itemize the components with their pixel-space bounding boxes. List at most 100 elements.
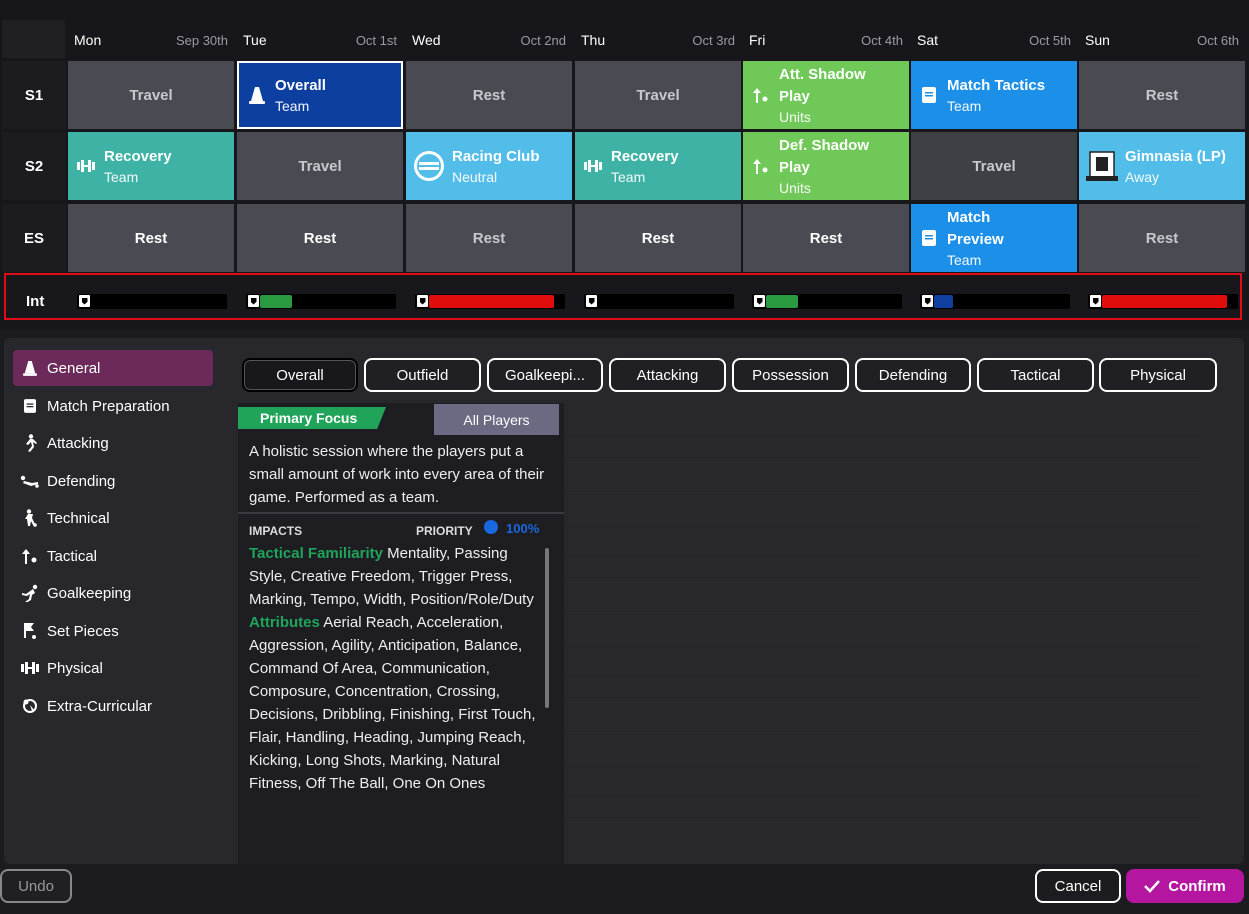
session-title: Rest bbox=[809, 229, 843, 247]
undo-button[interactable]: Undo bbox=[0, 869, 72, 903]
session-cell[interactable]: Rest bbox=[237, 204, 403, 272]
day-name: Wed bbox=[412, 32, 441, 48]
day-date: Oct 4th bbox=[861, 33, 903, 48]
day-date: Sep 30th bbox=[175, 33, 228, 48]
category-label: General bbox=[47, 359, 101, 377]
session-subtitle: Team bbox=[275, 97, 310, 114]
category-label: Defending bbox=[47, 472, 116, 490]
session-cell[interactable]: Rest bbox=[1079, 61, 1245, 129]
day-header-thu: Thu Oct 3rd bbox=[575, 28, 741, 52]
category-set-pieces[interactable]: Set Pieces bbox=[13, 613, 213, 649]
intensity-bar[interactable] bbox=[415, 294, 565, 309]
session-cell[interactable]: Travel bbox=[68, 61, 234, 129]
flag-icon bbox=[754, 295, 765, 307]
tab-physical[interactable]: Physical bbox=[1099, 358, 1217, 392]
day-header-mon: Mon Sep 30th bbox=[68, 28, 234, 52]
tab-tactical[interactable]: Tactical bbox=[977, 358, 1094, 392]
intensity-bar[interactable] bbox=[584, 294, 734, 309]
match-cell[interactable]: Gimnasia (LP) Away bbox=[1079, 132, 1245, 200]
session-cell[interactable]: Rest bbox=[1079, 204, 1245, 272]
flag-icon bbox=[1090, 295, 1101, 307]
session-title: Rest bbox=[303, 229, 337, 247]
category-match-preparation[interactable]: Match Preparation bbox=[13, 388, 213, 424]
category-goalkeeping[interactable]: Goalkeeping bbox=[13, 575, 213, 611]
clipboard-icon bbox=[13, 399, 47, 413]
flag-icon bbox=[922, 295, 933, 307]
session-cell[interactable]: Rest bbox=[406, 61, 572, 129]
match-cell[interactable]: Racing Club Neutral bbox=[406, 132, 572, 200]
runner-icon bbox=[13, 434, 47, 452]
day-header-tue: Tue Oct 1st bbox=[237, 28, 403, 52]
day-name: Sat bbox=[917, 32, 939, 48]
session-title: Travel bbox=[972, 157, 1016, 175]
session-cell[interactable]: Recovery Team bbox=[575, 132, 741, 200]
session-title: Recovery bbox=[104, 147, 172, 165]
intensity-fill bbox=[1102, 295, 1227, 308]
session-cell-selected[interactable]: Overall Team bbox=[237, 61, 403, 129]
session-cell[interactable]: Match Preview Team bbox=[911, 204, 1077, 272]
session-cell[interactable]: Match Tactics Team bbox=[911, 61, 1077, 129]
session-cell[interactable]: Def. Shadow Play Units bbox=[743, 132, 909, 200]
all-players-button[interactable]: All Players bbox=[434, 404, 559, 435]
tab-attacking[interactable]: Attacking bbox=[609, 358, 726, 392]
category-tactical[interactable]: Tactical bbox=[13, 538, 213, 574]
day-date: Oct 1st bbox=[355, 33, 397, 48]
intensity-bar[interactable] bbox=[77, 294, 227, 309]
divider bbox=[238, 512, 564, 514]
tab-defending[interactable]: Defending bbox=[855, 358, 971, 392]
confirm-button[interactable]: Confirm bbox=[1126, 869, 1244, 903]
category-label: Goalkeeping bbox=[47, 584, 132, 602]
category-physical[interactable]: Physical bbox=[13, 650, 213, 686]
club-crest-icon bbox=[1079, 148, 1125, 184]
day-header-sat: Sat Oct 5th bbox=[911, 28, 1077, 52]
cone-icon bbox=[239, 86, 275, 104]
day-date: Oct 3rd bbox=[692, 33, 735, 48]
dribble-icon bbox=[13, 509, 47, 527]
club-crest-icon bbox=[406, 150, 452, 182]
session-subtitle: Team bbox=[947, 251, 982, 268]
tab-overall[interactable]: Overall bbox=[242, 358, 358, 392]
session-cell[interactable]: Recovery Team bbox=[68, 132, 234, 200]
category-label: Set Pieces bbox=[47, 622, 119, 640]
session-cell[interactable]: Rest bbox=[406, 204, 572, 272]
tactical-icon bbox=[13, 547, 47, 565]
day-date: Oct 2nd bbox=[520, 33, 566, 48]
tab-outfield[interactable]: Outfield bbox=[364, 358, 481, 392]
session-cell[interactable]: Travel bbox=[237, 132, 403, 200]
session-title: Rest bbox=[641, 229, 675, 247]
tab-goalkeeping[interactable]: Goalkeepi... bbox=[487, 358, 603, 392]
intensity-bar[interactable] bbox=[246, 294, 396, 309]
session-title: Match Preview bbox=[947, 208, 1004, 248]
session-subtitle: Team bbox=[104, 168, 139, 185]
category-general[interactable]: General bbox=[13, 350, 213, 386]
category-defending[interactable]: Defending bbox=[13, 463, 213, 499]
session-title: Gimnasia (LP) bbox=[1125, 147, 1226, 165]
category-technical[interactable]: Technical bbox=[13, 500, 213, 536]
session-cell[interactable]: Rest bbox=[575, 204, 741, 272]
session-subtitle: Team bbox=[611, 168, 646, 185]
category-label: Physical bbox=[47, 659, 103, 677]
session-cell[interactable]: Travel bbox=[911, 132, 1077, 200]
session-title: Rest bbox=[472, 86, 506, 104]
category-label: Attacking bbox=[47, 434, 109, 452]
session-title: Racing Club bbox=[452, 147, 540, 165]
category-attacking[interactable]: Attacking bbox=[13, 425, 213, 461]
session-title: Recovery bbox=[611, 147, 679, 165]
intensity-fill bbox=[429, 295, 554, 308]
intensity-bar[interactable] bbox=[1088, 294, 1238, 309]
session-title: Att. Shadow Play bbox=[779, 65, 866, 105]
session-cell[interactable]: Rest bbox=[68, 204, 234, 272]
cancel-button[interactable]: Cancel bbox=[1035, 869, 1121, 903]
flag-icon bbox=[417, 295, 428, 307]
intensity-bar[interactable] bbox=[920, 294, 1070, 309]
tactical-familiarity-label: Tactical Familiarity bbox=[249, 545, 383, 562]
session-cell[interactable]: Rest bbox=[743, 204, 909, 272]
session-cell[interactable]: Att. Shadow Play Units bbox=[743, 61, 909, 129]
session-cell[interactable]: Travel bbox=[575, 61, 741, 129]
training-schedule: Mon Sep 30th Tue Oct 1st Wed Oct 2nd Thu Oct… bbox=[0, 0, 1249, 330]
tab-possession[interactable]: Possession bbox=[732, 358, 849, 392]
detail-scrollbar[interactable] bbox=[545, 548, 549, 708]
category-extra-curricular[interactable]: Extra-Curricular bbox=[13, 688, 213, 724]
intensity-bar[interactable] bbox=[752, 294, 902, 309]
category-label: Technical bbox=[47, 509, 110, 527]
